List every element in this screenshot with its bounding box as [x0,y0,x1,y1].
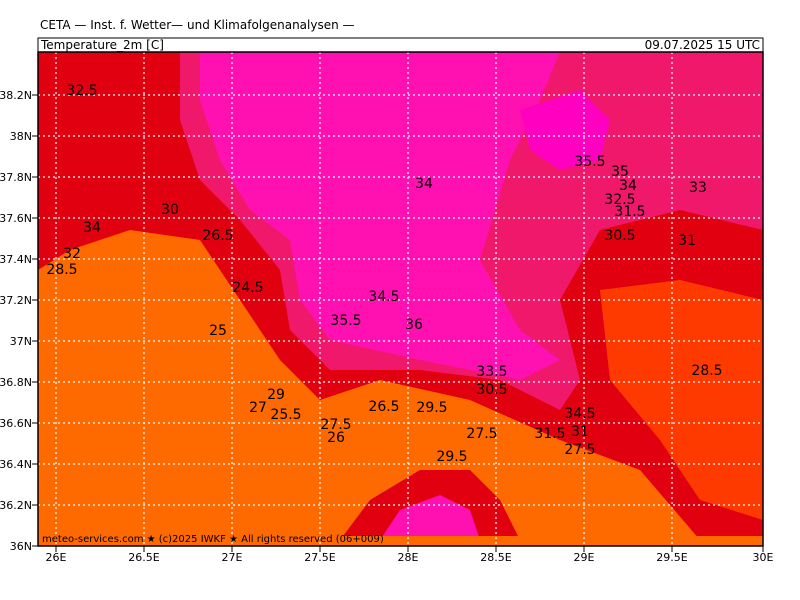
contour-label: 32.5 [66,83,97,99]
lat-label: 38N [10,130,32,143]
contour-label: 32.5 [604,192,635,208]
lon-label: 27.5E [304,551,335,564]
contour-label: 27 [249,400,267,416]
lat-label: 36.4N [0,458,32,471]
contour-label: 30.5 [476,382,507,398]
contour-label: 26.5 [202,228,233,244]
header: CETA — Inst. f. Wetter— und Klimafolgena… [40,18,355,32]
contour-label: 34.5 [564,406,595,422]
contour-label: 34 [83,220,101,236]
lat-label: 38.2N [0,89,32,102]
lon-label: 28E [398,551,419,564]
contour-label: 27.5 [564,442,595,458]
lon-label: 30E [753,551,774,564]
contour-label: 29.5 [416,400,447,416]
contour-label: 34 [415,176,433,192]
contour-label: 36 [405,317,423,333]
date: 09.07.2025 15 UTC [645,38,760,52]
contour-label: 26.5 [368,399,399,415]
contour-label: 31 [678,233,696,249]
lon-label: 29.5E [656,551,687,564]
lat-label: 36.2N [0,499,32,512]
lon-label: 29E [574,551,595,564]
contour-label: 25 [209,323,227,339]
contour-label: 29 [267,387,285,403]
lon-label: 27E [222,551,243,564]
lat-label: 37N [10,335,32,348]
lat-label: 37.2N [0,294,32,307]
contour-label: 26 [327,430,345,446]
title: Temperature_2m [C] [40,38,164,52]
lat-label: 37.8N [0,171,32,184]
contour-label: 31.5 [614,204,645,220]
lat-label: 36.6N [0,417,32,430]
contour-label: 31 [571,424,589,440]
temperature-field [38,52,763,546]
contour-label: 33 [689,180,707,196]
contour-label: 27.5 [320,417,351,433]
footer: meteo-services.com ★ (c)2025 IWKF ★ All … [42,534,384,545]
contour-label: 27.5 [466,426,497,442]
contour-label: 33.5 [476,364,507,380]
contour-label: 35.5 [574,154,605,170]
contour-label: 29.5 [436,449,467,465]
lon-label: 26.5E [128,551,159,564]
contour-label: 35 [611,164,629,180]
contour-label: 24.5 [232,280,263,296]
contour-label: 31.5 [534,426,565,442]
contour-label: 35.5 [330,313,361,329]
lat-label: 36N [10,540,32,553]
lon-label: 28.5E [480,551,511,564]
lon-label: 26E [46,551,67,564]
lat-label: 37.6N [0,212,32,225]
graticule: 36N 36.2N 36.4N 36.6N 36.8N 37N 37.2N 37.4N 37.6… [0,52,774,564]
contour-label: 25.5 [270,407,301,423]
contour-label: 30 [161,202,179,218]
map-frame [37,51,764,547]
lat-label: 37.4N [0,253,32,266]
contour-label: 28.5 [46,262,77,278]
contour-label: 28.5 [691,363,722,379]
contour-label: 34 [619,178,637,194]
contour-label: 30.5 [604,228,635,244]
contour-label: 32 [63,246,81,262]
lat-label: 36.8N [0,376,32,389]
contour-label: 34.5 [368,289,399,305]
